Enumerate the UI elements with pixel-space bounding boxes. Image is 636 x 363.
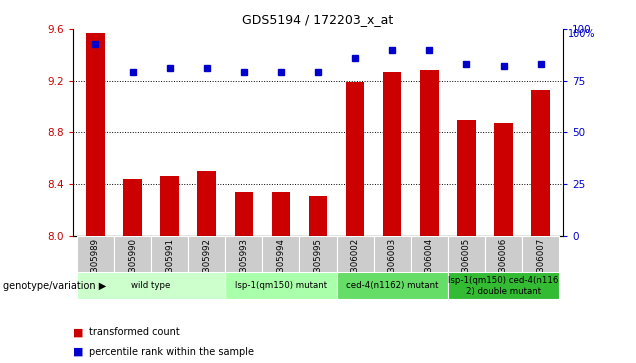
Text: GSM1305993: GSM1305993 xyxy=(239,238,248,296)
Bar xyxy=(522,236,559,274)
Bar xyxy=(151,236,188,274)
Bar xyxy=(336,236,374,274)
Bar xyxy=(494,123,513,236)
Bar xyxy=(160,176,179,236)
Bar xyxy=(225,272,336,299)
Text: GSM1305995: GSM1305995 xyxy=(314,238,322,296)
Text: transformed count: transformed count xyxy=(89,327,180,337)
Text: GSM1305989: GSM1305989 xyxy=(91,238,100,296)
Text: lsp-1(qm150) ced-4(n116
2) double mutant: lsp-1(qm150) ced-4(n116 2) double mutant xyxy=(448,276,558,295)
Text: GSM1305992: GSM1305992 xyxy=(202,238,211,296)
Bar xyxy=(300,236,336,274)
Bar xyxy=(77,272,225,299)
Text: GSM1306007: GSM1306007 xyxy=(536,238,545,296)
Bar xyxy=(188,236,225,274)
Text: ■: ■ xyxy=(73,347,84,357)
Text: GSM1306002: GSM1306002 xyxy=(350,238,359,296)
Text: GSM1306006: GSM1306006 xyxy=(499,238,508,296)
Bar xyxy=(485,236,522,274)
Bar xyxy=(457,119,476,236)
Bar xyxy=(448,272,559,299)
Bar xyxy=(263,236,300,274)
Bar xyxy=(531,90,550,236)
Bar xyxy=(420,70,439,236)
Bar xyxy=(448,236,485,274)
Bar xyxy=(383,72,401,236)
Text: ■: ■ xyxy=(73,327,84,337)
Bar xyxy=(114,236,151,274)
Bar xyxy=(86,33,105,236)
Text: lsp-1(qm150) mutant: lsp-1(qm150) mutant xyxy=(235,281,327,290)
Bar xyxy=(374,236,411,274)
Bar xyxy=(272,192,290,236)
Bar xyxy=(235,192,253,236)
Bar xyxy=(411,236,448,274)
Text: ced-4(n1162) mutant: ced-4(n1162) mutant xyxy=(346,281,438,290)
Text: wild type: wild type xyxy=(132,281,170,290)
Bar xyxy=(336,272,448,299)
Text: 100%: 100% xyxy=(568,29,595,39)
Bar xyxy=(77,236,114,274)
Text: GSM1305990: GSM1305990 xyxy=(128,238,137,296)
Text: GSM1305991: GSM1305991 xyxy=(165,238,174,296)
Bar xyxy=(123,179,142,236)
Text: GSM1306005: GSM1306005 xyxy=(462,238,471,296)
Bar xyxy=(225,236,263,274)
Text: GSM1306003: GSM1306003 xyxy=(388,238,397,296)
Text: genotype/variation ▶: genotype/variation ▶ xyxy=(3,281,106,291)
Bar xyxy=(197,171,216,236)
Text: percentile rank within the sample: percentile rank within the sample xyxy=(89,347,254,357)
Text: GSM1306004: GSM1306004 xyxy=(425,238,434,296)
Bar xyxy=(346,82,364,236)
Bar xyxy=(308,196,328,236)
Text: GSM1305994: GSM1305994 xyxy=(277,238,286,296)
Title: GDS5194 / 172203_x_at: GDS5194 / 172203_x_at xyxy=(242,13,394,26)
